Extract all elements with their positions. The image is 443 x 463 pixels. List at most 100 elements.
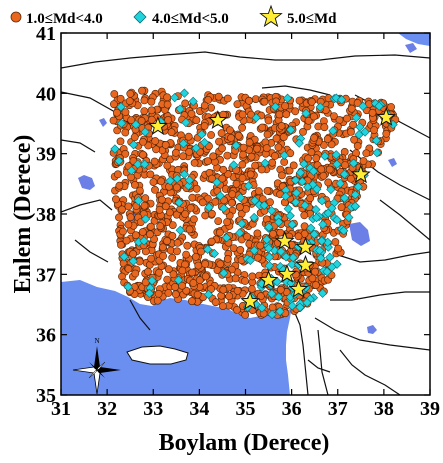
small-event-marker bbox=[268, 158, 277, 167]
small-event-marker bbox=[200, 101, 209, 110]
small-event-marker bbox=[234, 131, 243, 140]
small-event-marker bbox=[163, 237, 171, 245]
large-event-marker bbox=[274, 230, 295, 250]
lake bbox=[405, 43, 417, 53]
small-event-marker bbox=[154, 289, 163, 298]
medium-event-marker bbox=[219, 268, 229, 278]
small-event-marker bbox=[362, 149, 371, 158]
small-event-marker bbox=[275, 110, 284, 119]
small-event-marker bbox=[165, 208, 174, 217]
large-event-marker bbox=[277, 263, 297, 283]
fault-line bbox=[61, 51, 430, 69]
small-event-marker bbox=[161, 140, 170, 149]
large-event-marker bbox=[288, 278, 309, 298]
small-event-marker bbox=[245, 138, 254, 147]
x-tick-label: 33 bbox=[143, 398, 163, 420]
medium-event-marker bbox=[179, 88, 190, 98]
medium-event-marker bbox=[317, 196, 327, 206]
small-event-marker bbox=[233, 100, 242, 109]
medium-event-marker bbox=[358, 101, 368, 111]
fault-line bbox=[314, 317, 430, 351]
medium-event-marker bbox=[259, 200, 269, 211]
small-event-marker bbox=[198, 198, 207, 207]
small-event-marker bbox=[121, 108, 130, 117]
small-event-marker bbox=[167, 128, 176, 137]
medium-event-marker bbox=[308, 166, 319, 176]
small-event-marker bbox=[201, 272, 210, 281]
medium-event-marker bbox=[316, 253, 326, 263]
medium-event-marker bbox=[204, 202, 214, 212]
small-event-marker bbox=[144, 267, 152, 276]
small-event-marker bbox=[118, 205, 126, 214]
medium-event-marker bbox=[302, 298, 312, 308]
small-event-marker bbox=[231, 274, 240, 283]
small-event-marker bbox=[227, 198, 236, 207]
small-event-marker bbox=[171, 148, 180, 157]
medium-event-marker bbox=[326, 184, 336, 195]
medium-event-marker bbox=[287, 301, 297, 311]
small-event-marker bbox=[169, 270, 178, 279]
small-event-marker bbox=[188, 268, 197, 277]
medium-event-marker bbox=[287, 259, 297, 270]
small-event-marker bbox=[135, 186, 144, 195]
medium-event-marker bbox=[297, 177, 307, 187]
small-event-marker bbox=[359, 157, 368, 165]
small-event-marker bbox=[241, 310, 250, 319]
small-event-marker bbox=[125, 97, 134, 105]
small-event-marker bbox=[238, 174, 247, 182]
small-event-marker bbox=[289, 161, 298, 170]
lake bbox=[78, 175, 95, 190]
y-tick-label: 38 bbox=[36, 204, 56, 226]
small-event-marker bbox=[253, 229, 262, 238]
medium-event-marker bbox=[301, 108, 311, 119]
y-axis-title: Enlem (Derece) bbox=[10, 135, 36, 294]
small-event-marker bbox=[268, 303, 277, 312]
small-event-marker bbox=[139, 150, 147, 159]
medium-event-marker bbox=[264, 222, 274, 232]
y-tick-label: 36 bbox=[36, 325, 56, 347]
fault-line bbox=[317, 329, 329, 395]
small-event-marker bbox=[178, 281, 186, 290]
small-event-marker bbox=[311, 267, 319, 276]
medium-event-marker bbox=[144, 288, 155, 298]
small-event-marker bbox=[256, 241, 265, 250]
small-event-marker bbox=[214, 217, 223, 225]
small-event-marker bbox=[193, 290, 202, 299]
small-event-marker bbox=[220, 196, 228, 205]
medium-event-marker bbox=[184, 175, 195, 185]
medium-event-marker bbox=[141, 214, 151, 224]
x-tick-label: 37 bbox=[328, 398, 348, 420]
small-event-marker bbox=[308, 274, 317, 283]
small-event-marker bbox=[140, 96, 149, 105]
small-event-marker bbox=[159, 252, 167, 260]
medium-event-marker bbox=[339, 169, 350, 179]
small-event-marker bbox=[164, 265, 173, 274]
small-event-marker bbox=[277, 122, 286, 130]
small-event-marker bbox=[192, 184, 201, 193]
fault-line bbox=[291, 305, 309, 395]
medium-event-marker bbox=[372, 148, 382, 158]
medium-event-marker bbox=[274, 217, 284, 227]
small-event-marker bbox=[124, 202, 133, 211]
small-event-marker bbox=[153, 296, 162, 305]
small-event-marker bbox=[343, 114, 351, 123]
black-sea bbox=[398, 33, 430, 46]
small-event-marker bbox=[309, 112, 318, 121]
medium-event-marker bbox=[237, 219, 247, 229]
small-event-marker bbox=[204, 96, 213, 104]
medium-event-marker bbox=[203, 244, 213, 254]
small-event-marker bbox=[312, 154, 321, 163]
legend-label-large: 5.0≤Md bbox=[287, 11, 337, 27]
small-event-marker bbox=[263, 186, 272, 195]
small-event-marker bbox=[197, 247, 205, 256]
small-event-marker bbox=[115, 213, 123, 222]
small-event-marker bbox=[258, 123, 267, 132]
small-event-marker bbox=[186, 203, 195, 212]
small-event-marker bbox=[146, 170, 155, 179]
large-event-marker bbox=[295, 236, 316, 256]
small-event-marker bbox=[126, 89, 135, 98]
medium-event-marker bbox=[267, 309, 277, 320]
cyprus-island bbox=[126, 345, 189, 365]
small-event-marker bbox=[189, 215, 198, 224]
